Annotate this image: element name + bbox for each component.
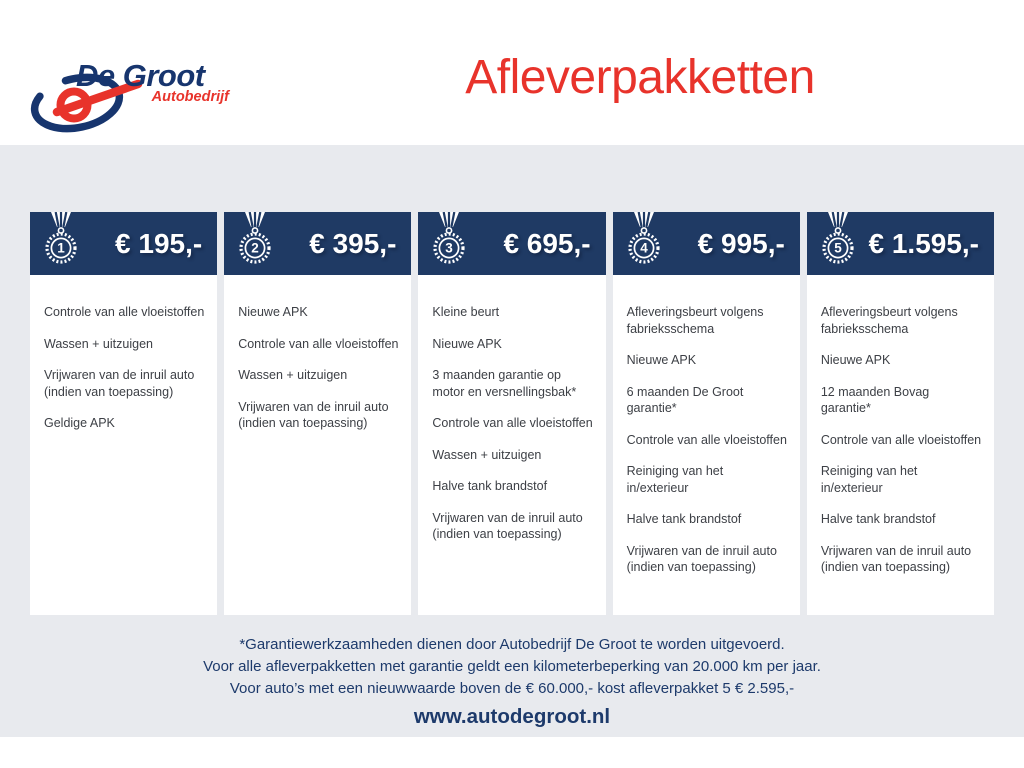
feature-item: Nieuwe APK (626, 353, 697, 367)
feature-item: 6 maanden De Groot garantie* (626, 384, 744, 416)
disclaimer-line: Voor alle afleverpakketten met garantie … (203, 658, 821, 675)
package-card-header: 5 € 1.595,- (806, 212, 995, 275)
feature-list: Kleine beurt Nieuwe APK 3 maanden garantie… (418, 275, 605, 558)
feature-item: Halve tank brandstof (820, 512, 936, 526)
feature-item: Vrijwaren van de inruil auto (indien van… (44, 368, 195, 399)
package-card-header: 2 € 395,- (224, 212, 412, 275)
feature-item: Vrijwaren van de inruil auto (indien van… (432, 510, 583, 542)
brand-name: De Groot (76, 58, 207, 93)
feature-item: Nieuwe APK (432, 336, 502, 351)
feature-list: Afleveringsbeurt volgens fabrieksschema N… (613, 275, 800, 591)
feature-item: Afleveringsbeurt volgens fabrieksschema (820, 305, 958, 336)
feature-item: Wassen + uitzuigen (432, 447, 542, 462)
feature-item: 3 maanden garantie op motor en versnelli… (432, 368, 577, 399)
medal-icon: 2 (239, 212, 271, 264)
brand-subtitle: Autobedrijf (151, 89, 231, 105)
package-card: 5 € 1.595,- Afleveringsbeurt volgens fab… (806, 212, 995, 615)
website-link[interactable]: www.autodegroot.nl (413, 705, 611, 728)
feature-item: Kleine beurt (432, 305, 500, 319)
feature-item: Vrijwaren van de inruil auto (indien van… (626, 543, 777, 575)
package-card: 4 € 995,- Afleveringsbeurt volgens fabri… (612, 212, 800, 615)
medal-icon: 4 (628, 212, 660, 264)
content-band: 1 € 195,- Controle van alle vloeistoffen… (0, 145, 1024, 737)
disclaimer-line: *Garantiewerkzaamheden dienen door Autob… (239, 636, 785, 653)
package-cards: 1 € 195,- Controle van alle vloeistoffen… (30, 212, 995, 615)
package-card-header: 1 € 195,- (30, 212, 218, 275)
package-card-header: 4 € 995,- (612, 212, 800, 275)
feature-item: Halve tank brandstof (626, 512, 742, 526)
feature-item: Controle van alle vloeistoffen (238, 336, 399, 351)
package-card-header: 3 € 695,- (418, 212, 606, 275)
package-number: 1 (57, 241, 65, 256)
package-card: 3 € 695,- Kleine beurt Nieuwe APK 3 maande… (418, 212, 606, 615)
feature-item: Geldige APK (44, 416, 115, 430)
package-number: 4 (640, 241, 648, 256)
feature-list: Afleveringsbeurt volgens fabrieksschema N… (807, 275, 994, 591)
feature-list: Nieuwe APK Controle van alle vloeistoffen… (224, 275, 411, 447)
feature-item: 12 maanden Bovag garantie* (820, 384, 930, 416)
feature-list: Controle van alle vloeistoffen Wassen + u… (30, 275, 217, 447)
package-price: € 1.595,- (868, 227, 980, 259)
disclaimer-notes: *Garantiewerkzaamheden dienen door Autob… (0, 634, 1024, 700)
feature-item: Controle van alle vloeistoffen (626, 432, 787, 447)
package-number: 2 (251, 241, 259, 256)
feature-item: Afleveringsbeurt volgens fabrieksschema (626, 305, 764, 336)
package-price: € 695,- (503, 227, 591, 259)
feature-item: Reiniging van het in/exterieur (820, 464, 918, 495)
package-price: € 195,- (115, 227, 203, 259)
feature-item: Controle van alle vloeistoffen (432, 416, 593, 430)
disclaimer-line: Voor auto’s met een nieuwwaarde boven de… (229, 680, 795, 697)
package-price: € 995,- (697, 227, 785, 259)
feature-item: Controle van alle vloeistoffen (44, 305, 205, 319)
package-number: 3 (446, 241, 454, 256)
feature-item: Nieuwe APK (820, 353, 891, 367)
medal-icon: 1 (45, 212, 77, 264)
feature-item: Halve tank brandstof (432, 479, 548, 493)
page-title: Afleverpakketten (465, 51, 815, 104)
feature-item: Vrijwaren van de inruil auto (indien van… (238, 399, 389, 431)
feature-item: Vrijwaren van de inruil auto (indien van… (820, 543, 972, 575)
feature-item: Nieuwe APK (238, 305, 308, 319)
medal-icon: 5 (822, 212, 854, 264)
brand-swoosh-icon (30, 73, 143, 133)
package-number: 5 (834, 241, 842, 256)
feature-item: Reiniging van het in/exterieur (626, 464, 724, 495)
feature-item: Wassen + uitzuigen (238, 368, 348, 382)
package-card: 2 € 395,- Nieuwe APK Controle van alle vl… (224, 212, 412, 615)
feature-item: Controle van alle vloeistoffen (820, 432, 982, 447)
medal-icon: 3 (433, 212, 466, 264)
header: De Groot Autobedrijf Afleverpakketten (0, 0, 1024, 145)
feature-item: Wassen + uitzuigen (44, 336, 153, 351)
brand-logo: De Groot Autobedrijf (30, 58, 231, 133)
package-price: € 395,- (309, 227, 397, 259)
package-card: 1 € 195,- Controle van alle vloeistoffen… (30, 212, 218, 615)
